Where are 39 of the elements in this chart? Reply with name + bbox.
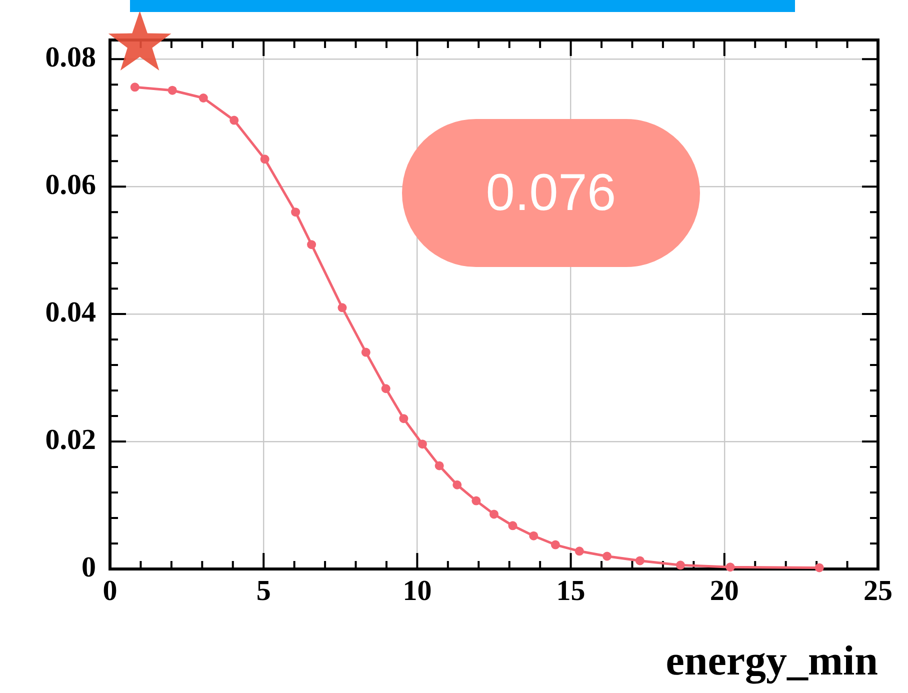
point — [676, 560, 685, 570]
point — [574, 546, 584, 556]
point — [130, 82, 140, 92]
point — [381, 384, 390, 394]
point — [399, 414, 408, 424]
point — [529, 531, 538, 540]
point — [490, 510, 498, 519]
x-tick-label: 10 — [402, 574, 432, 607]
x-tick-label: 15 — [556, 574, 586, 607]
rounded-badge: 0.076 — [402, 119, 700, 267]
point — [602, 552, 612, 561]
y-tick-label: 0.08 — [45, 42, 96, 74]
point — [291, 208, 300, 217]
point — [418, 440, 427, 449]
annotation: 0.076 — [486, 163, 616, 223]
y-tick-label: 0.06 — [45, 169, 96, 202]
point — [452, 480, 462, 490]
point — [472, 496, 481, 506]
y-tick-label: 0.02 — [45, 424, 96, 456]
point — [550, 540, 560, 550]
point — [338, 303, 347, 312]
point — [307, 240, 316, 250]
point — [726, 562, 735, 572]
point — [198, 94, 208, 102]
x-tick-label: 5 — [256, 574, 271, 607]
point — [168, 86, 177, 95]
point — [361, 348, 370, 357]
point — [230, 116, 239, 125]
x-tick-label: 25 — [864, 574, 892, 607]
point — [260, 154, 270, 164]
point — [635, 556, 644, 566]
x-axis-title: energy_min — [666, 638, 878, 685]
x-tick-label: 20 — [710, 574, 739, 607]
y-tick-label: 0.04 — [45, 296, 96, 329]
y-tick-label: 0 — [82, 551, 96, 584]
point — [508, 521, 518, 530]
point — [434, 461, 444, 470]
x-tick-label: 0 — [102, 574, 118, 607]
point — [814, 563, 824, 572]
